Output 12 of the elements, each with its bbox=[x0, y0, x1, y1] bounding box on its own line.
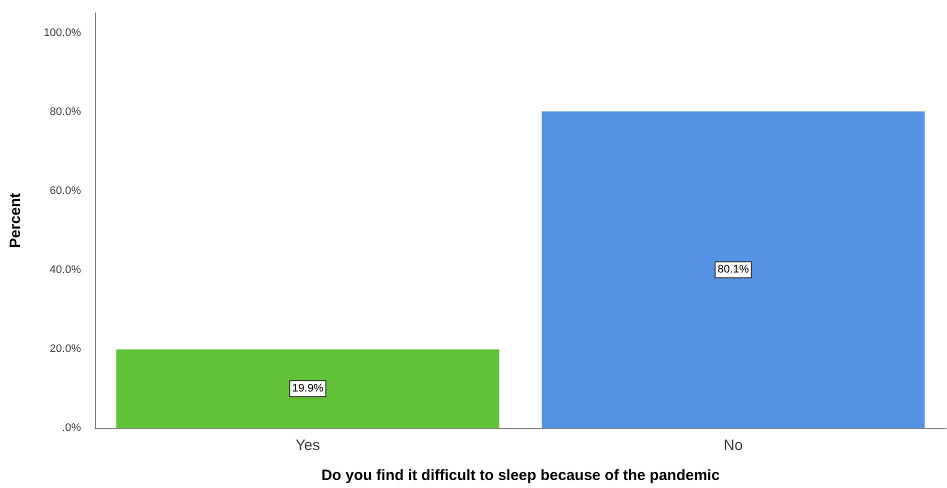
y-tick-label: 80.0% bbox=[50, 106, 82, 118]
y-tick-label: 20.0% bbox=[50, 342, 82, 355]
x-axis-title: Do you find it difficult to sleep because of the pandemic bbox=[321, 467, 720, 484]
data-label: 80.1% bbox=[718, 264, 750, 276]
x-tick-label: No bbox=[724, 437, 743, 454]
y-axis-title: Percent bbox=[7, 192, 24, 248]
y-tick-label: 100.0% bbox=[44, 26, 82, 39]
x-tick-label: Yes bbox=[296, 437, 320, 454]
data-label: 19.9% bbox=[292, 382, 324, 395]
y-tick-label: 60.0% bbox=[50, 184, 82, 197]
y-tick-label: .0% bbox=[62, 422, 82, 434]
y-tick-label: 40.0% bbox=[50, 264, 82, 276]
